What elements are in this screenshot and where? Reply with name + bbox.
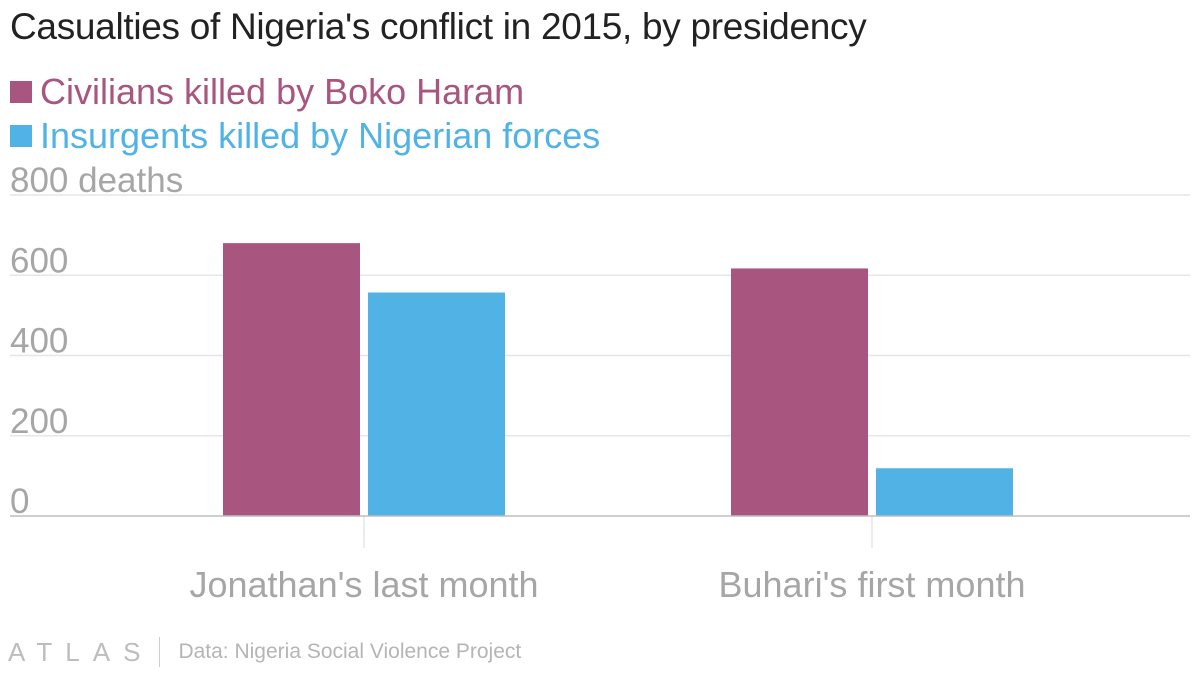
footer: ATLAS Data: Nigeria Social Violence Proj…: [8, 634, 521, 670]
y-tick-label: 0: [10, 482, 29, 521]
y-tick-label: 800 deaths: [10, 161, 183, 200]
atlas-logo[interactable]: ATLAS: [8, 636, 154, 667]
footer-divider: [159, 637, 161, 667]
legend-label-civilians: Civilians killed by Boko Haram: [40, 71, 525, 112]
bar: [223, 243, 360, 516]
legend-swatch-civilians: [10, 81, 32, 103]
y-tick-label: 600: [10, 241, 68, 280]
y-tick-label: 200: [10, 402, 68, 441]
y-tick-label: 400: [10, 322, 68, 361]
legend-swatch-insurgents: [10, 125, 32, 147]
legend-item-civilians[interactable]: Civilians killed by Boko Haram: [10, 70, 600, 114]
source-note: Data: Nigeria Social Violence Project: [178, 640, 522, 663]
x-tick-label: Jonathan's last month: [189, 564, 538, 605]
bar: [368, 292, 505, 516]
x-tick-label: Buhari's first month: [719, 564, 1026, 605]
bar: [876, 468, 1013, 516]
chart-title: Casualties of Nigeria's conflict in 2015…: [10, 6, 867, 47]
legend-item-insurgents[interactable]: Insurgents killed by Nigerian forces: [10, 114, 600, 158]
legend: Civilians killed by Boko Haram Insurgent…: [10, 70, 600, 158]
bar: [731, 268, 868, 516]
legend-label-insurgents: Insurgents killed by Nigerian forces: [40, 115, 601, 156]
